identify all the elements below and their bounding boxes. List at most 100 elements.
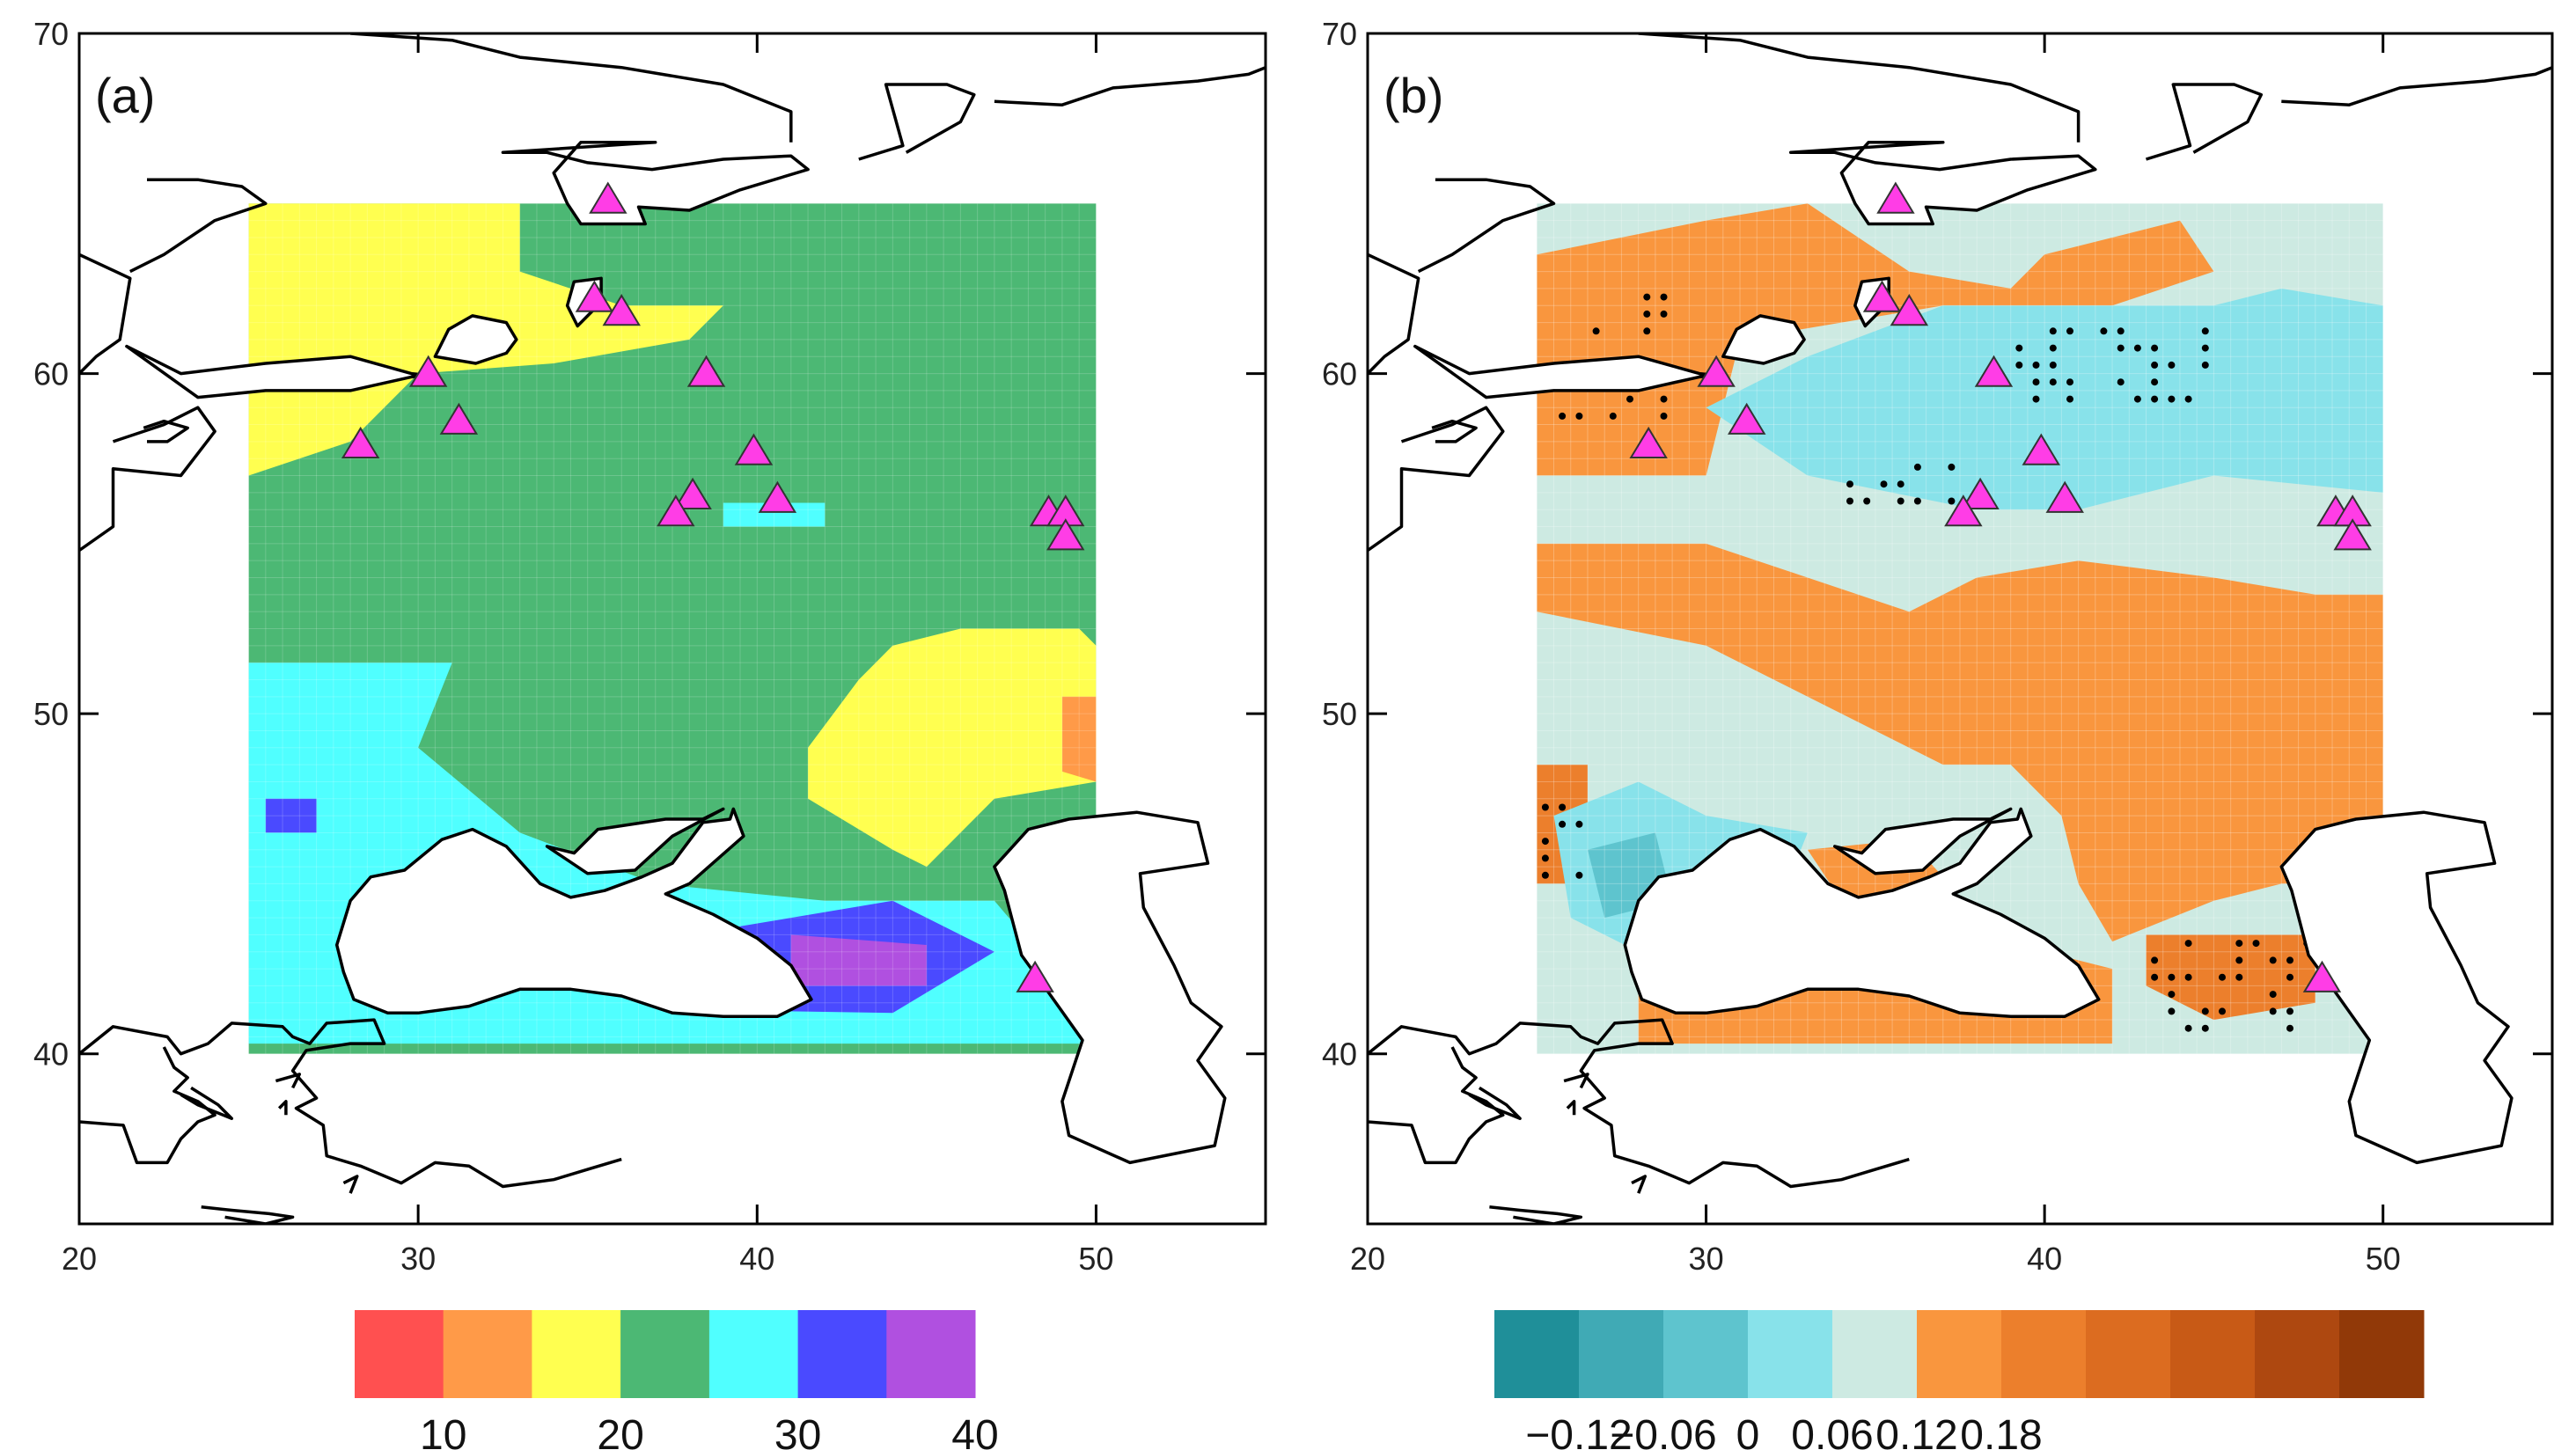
coastline-rhodes xyxy=(1631,1175,1648,1194)
stipple-dot xyxy=(2269,956,2277,964)
station-marker xyxy=(408,355,448,387)
station-marker xyxy=(589,181,627,214)
y-tick-label: 70 xyxy=(33,16,69,52)
stipple-dot xyxy=(1643,293,1651,301)
stipple-dot xyxy=(2117,344,2125,352)
stipple-dot xyxy=(1559,803,1567,811)
region-yellow-southeast xyxy=(808,628,1097,868)
stipple-dot xyxy=(2252,940,2260,948)
stipple-dot xyxy=(1846,497,1853,505)
stipple-dot xyxy=(1541,854,1549,862)
region-blue-southwest xyxy=(265,798,317,833)
colorbar-swatch xyxy=(2086,1310,2171,1398)
stipple-dot xyxy=(2286,973,2293,981)
stipple-dot xyxy=(2117,327,2125,335)
colorbar-swatch xyxy=(355,1310,444,1398)
grid-lines xyxy=(1536,202,2384,1055)
stipple-dot xyxy=(1660,395,1668,403)
stipple-dot xyxy=(2066,327,2073,335)
stipple-dot xyxy=(2168,395,2176,403)
region-orange-middle xyxy=(1537,543,2383,765)
station-marker xyxy=(602,294,641,326)
stipple-dot xyxy=(2032,361,2040,369)
map-frame xyxy=(1366,32,2554,1226)
stipple-dot xyxy=(2286,1007,2293,1015)
station-markers xyxy=(341,181,1085,992)
stipple-dot xyxy=(2184,1024,2192,1032)
panel-label: (b) xyxy=(1383,68,1443,123)
station-marker xyxy=(2333,518,2372,551)
station-marker xyxy=(734,433,774,465)
station-markers xyxy=(1629,181,2372,992)
colorbar-label: 30 xyxy=(774,1412,821,1450)
stipple-dot xyxy=(2168,1007,2176,1015)
colorbar-swatch xyxy=(2170,1310,2256,1398)
axis-tick-labels: 20 30 40 50 40 50 60 70 xyxy=(1322,16,2401,1277)
stipple-dot xyxy=(2235,940,2243,948)
station-marker xyxy=(1046,518,1085,551)
stipple-dot xyxy=(1541,838,1549,846)
stipple-dot xyxy=(2151,378,2159,386)
stipple-dot xyxy=(2219,973,2226,981)
region-orange-southeast-corner xyxy=(2146,934,2315,1021)
stipple-dot xyxy=(1660,293,1668,301)
stipple-dot xyxy=(2201,1007,2209,1015)
stipple-dot xyxy=(2100,327,2108,335)
stipple-dot xyxy=(2235,956,2243,964)
coastline-azov xyxy=(545,807,725,875)
stipple-dot xyxy=(1643,327,1651,335)
colorbar-swatch xyxy=(1494,1310,1580,1398)
station-marker xyxy=(1862,280,1902,312)
region-violet-patch xyxy=(790,934,927,986)
stipple-dot xyxy=(2117,378,2125,386)
coastline-euboea xyxy=(1468,1086,1522,1120)
stipple-dot xyxy=(1559,820,1567,828)
stipple-dot xyxy=(2066,395,2073,403)
colorbar-swatch xyxy=(532,1310,621,1398)
stipple-dot xyxy=(2184,940,2192,948)
colorbar-label: 0.18 xyxy=(1960,1412,2042,1450)
stipple-dot xyxy=(1626,395,1633,403)
stipple-dot xyxy=(2032,378,2040,386)
region-orange-southeast xyxy=(2010,714,2383,942)
stipple-dot xyxy=(2049,361,2057,369)
y-tick-label: 70 xyxy=(1322,16,1357,52)
coastline-sweden xyxy=(1368,253,1420,375)
stipple-dot xyxy=(2049,327,2057,335)
stipple-dot xyxy=(2201,327,2209,335)
x-tick-label: 20 xyxy=(1350,1241,1385,1277)
coastline-lesbos xyxy=(1563,1073,1589,1089)
stipple-dot xyxy=(2269,1007,2277,1015)
coastline-pechora xyxy=(994,66,1266,106)
coastline-azov xyxy=(1832,807,2013,875)
colorbar-swatch xyxy=(1832,1310,1918,1398)
stipple-dot xyxy=(2151,973,2159,981)
station-marker xyxy=(1974,355,2014,387)
station-marker xyxy=(1944,494,1983,527)
coastline-white-sea xyxy=(1788,140,2097,226)
stipple-dot xyxy=(1846,480,1853,488)
stipple-dot xyxy=(2151,361,2159,369)
stipple-dot xyxy=(2049,378,2057,386)
stipple-dot xyxy=(1897,497,1904,505)
coastline-caspian xyxy=(2279,810,2514,1165)
coastline-kanin xyxy=(858,83,976,161)
colorbar-label: 0.06 xyxy=(1791,1412,1873,1450)
stipple-dot xyxy=(1660,412,1668,420)
colorbar-swatch xyxy=(2255,1310,2340,1398)
coastline-sweden xyxy=(79,253,132,375)
coastline-greece xyxy=(1368,1046,1505,1165)
station-marker xyxy=(1629,426,1668,458)
colorbar-swatch xyxy=(797,1310,887,1398)
stipple-dot xyxy=(2286,1024,2293,1032)
station-marker xyxy=(758,480,797,513)
colorbar-swatch xyxy=(2001,1310,2087,1398)
significance-stippling xyxy=(1541,293,2311,1032)
colorbar-label: 10 xyxy=(420,1412,466,1450)
station-marker xyxy=(439,402,479,435)
coastline-saaremaa xyxy=(1431,419,1478,443)
stipple-dot xyxy=(2151,395,2159,403)
colorbar-label: 40 xyxy=(951,1412,998,1450)
station-marker xyxy=(341,426,380,458)
